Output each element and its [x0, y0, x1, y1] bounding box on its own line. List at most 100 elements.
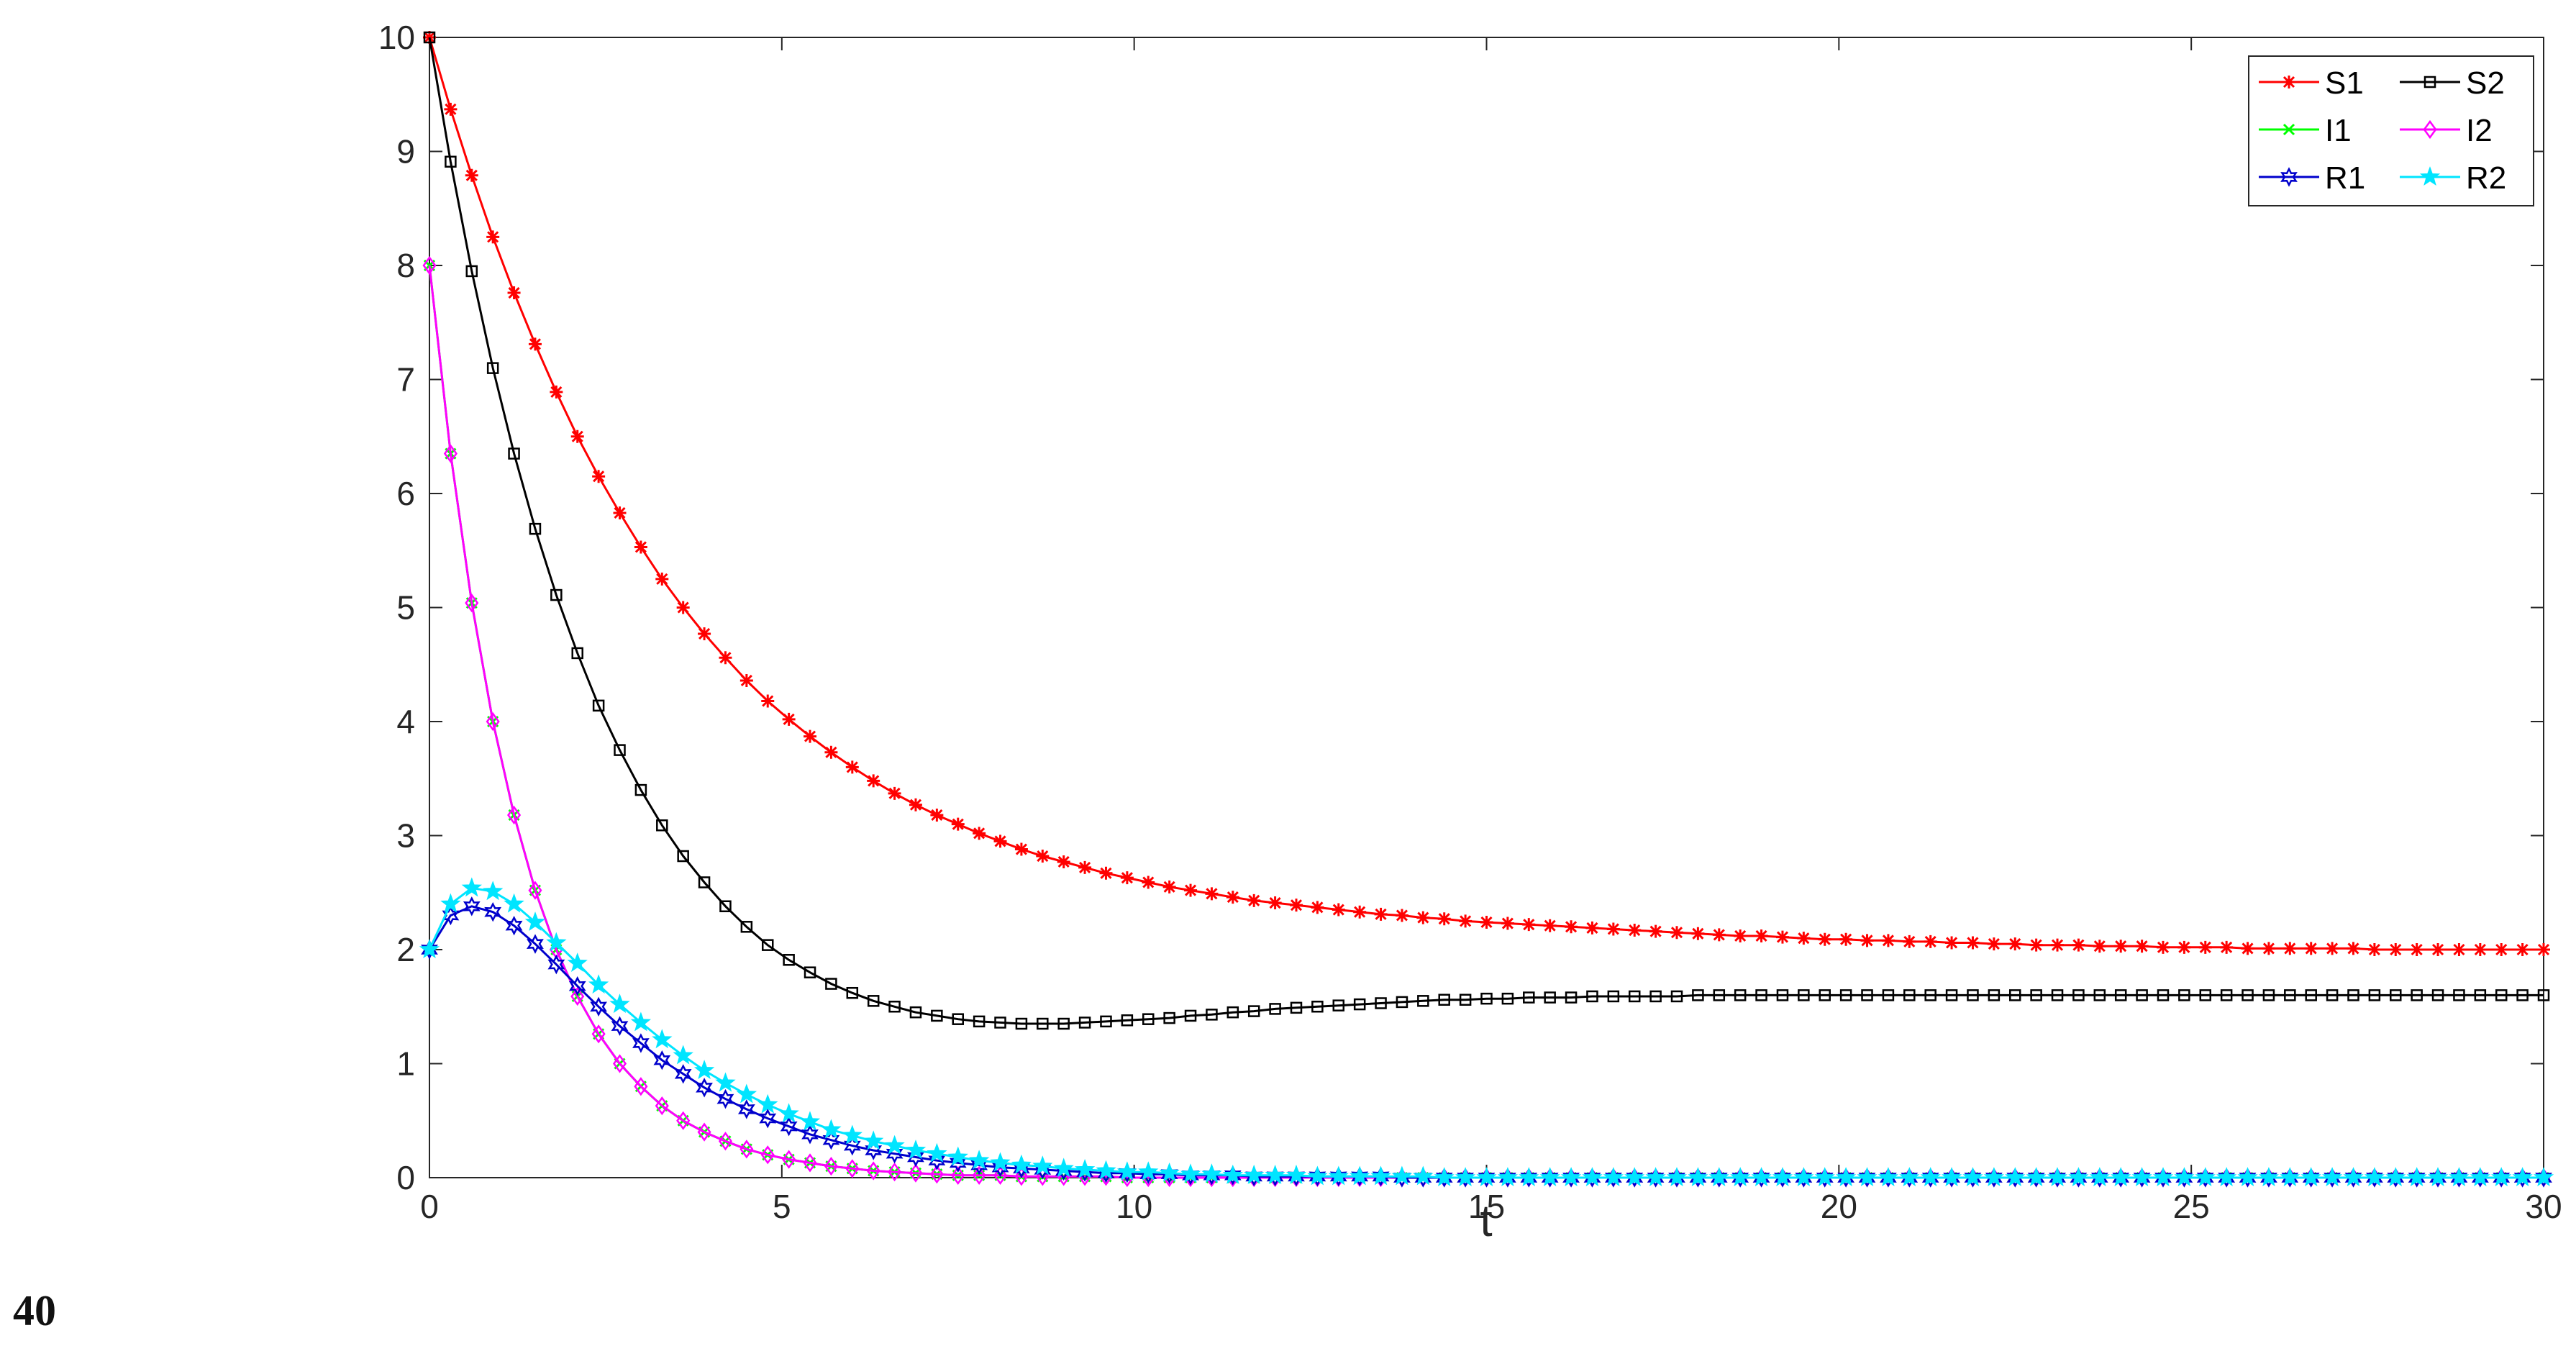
- data-point-s1: [2367, 943, 2381, 956]
- data-point-r1: [2112, 1168, 2130, 1188]
- data-point-r1: [674, 1064, 692, 1084]
- data-point-r2: [1666, 1167, 1688, 1187]
- data-point-r1: [1541, 1168, 1559, 1188]
- data-point-i2: [739, 1140, 754, 1159]
- y-tick-label: 6: [396, 475, 415, 512]
- data-point-s1: [1332, 903, 1345, 917]
- data-point-r1: [2154, 1168, 2172, 1188]
- data-point-r1: [2535, 1168, 2552, 1188]
- data-point-r2: [1476, 1167, 1497, 1187]
- data-point-r1: [568, 976, 586, 996]
- data-point-r2: [1138, 1161, 1159, 1181]
- legend-label-i1: I1: [2325, 113, 2352, 148]
- data-point-r1: [2302, 1168, 2320, 1188]
- data-point-i2: [465, 594, 479, 613]
- data-point-s2: [2157, 989, 2170, 1001]
- data-point-s2: [2347, 989, 2359, 1001]
- data-point-r2: [2533, 1167, 2554, 1187]
- data-point-r2: [2491, 1167, 2512, 1187]
- data-point-s2: [1861, 989, 1873, 1001]
- data-point-r2: [1328, 1165, 1349, 1186]
- data-point-i2: [443, 444, 458, 463]
- data-point-r2: [1962, 1167, 1983, 1187]
- data-point-r1: [1731, 1168, 1749, 1188]
- data-point-r2: [736, 1083, 757, 1104]
- data-point-s2: [719, 900, 732, 913]
- data-point-r2: [947, 1146, 968, 1166]
- data-point-s1: [1184, 883, 1198, 897]
- legend: S1 S2 I1 I2 R1 R2: [2248, 55, 2534, 206]
- data-point-r1: [1795, 1168, 1813, 1188]
- data-point-r2: [1708, 1167, 1729, 1187]
- data-point-s2: [1776, 989, 1789, 1001]
- data-point-r1: [611, 1016, 629, 1036]
- data-point-r2: [2216, 1167, 2237, 1187]
- data-point-s2: [846, 986, 859, 999]
- data-point-r1: [2260, 1168, 2277, 1188]
- data-point-s2: [1100, 1015, 1112, 1028]
- data-point-s2: [1396, 996, 1408, 1009]
- data-point-s1: [888, 786, 901, 800]
- data-point-s1: [486, 230, 500, 244]
- x-axis-label: t: [1480, 1196, 1492, 1246]
- data-point-s1: [1311, 901, 1324, 914]
- data-point-i2: [697, 1122, 711, 1142]
- data-point-s1: [951, 817, 965, 831]
- data-point-i2: [803, 1153, 817, 1173]
- data-point-s2: [592, 699, 605, 712]
- data-point-r2: [968, 1150, 990, 1170]
- data-point-r2: [2449, 1167, 2470, 1187]
- data-point-s1: [1945, 936, 1959, 950]
- data-point-r1: [865, 1140, 883, 1160]
- data-point-r2: [419, 939, 440, 959]
- data-point-r1: [2027, 1168, 2045, 1188]
- data-point-i2: [760, 1145, 775, 1165]
- data-point-r1: [1435, 1168, 1453, 1188]
- data-point-r2: [2385, 1167, 2406, 1187]
- data-point-s1: [1543, 919, 1557, 932]
- axis-ticks: 0 5 10 15 20 25 30 0 1 2 3 4 5 6 7 8 9 10: [378, 19, 2562, 1225]
- data-point-s1: [1014, 842, 1028, 856]
- data-point-r1: [2387, 1168, 2405, 1188]
- data-point-s1: [1057, 855, 1070, 868]
- data-point-s1: [1501, 917, 1514, 930]
- data-point-s1: [2198, 940, 2212, 954]
- data-point-s2: [1755, 989, 1767, 1001]
- data-point-r1: [759, 1108, 777, 1129]
- data-point-s1: [2156, 940, 2170, 954]
- data-point-r2: [461, 877, 482, 897]
- data-point-s1: [1226, 891, 1239, 904]
- data-point-r2: [2111, 1167, 2131, 1187]
- data-point-s2: [1480, 992, 1493, 1005]
- data-point-s2: [1565, 991, 1578, 1004]
- data-point-s2: [2368, 989, 2381, 1001]
- data-point-s1: [1353, 905, 1367, 919]
- data-point-s1: [550, 385, 563, 399]
- data-point-r1: [2218, 1168, 2236, 1188]
- data-point-r1: [2006, 1168, 2024, 1188]
- x-tick-label: 30: [2525, 1188, 2562, 1225]
- data-point-s2: [698, 876, 711, 888]
- data-point-r2: [2089, 1167, 2110, 1187]
- data-point-s1: [1670, 926, 1684, 940]
- data-point-s1: [465, 168, 478, 182]
- data-point-r1: [822, 1129, 840, 1150]
- data-point-r2: [1878, 1167, 1899, 1187]
- data-point-s1: [1606, 922, 1620, 936]
- data-point-r1: [1816, 1168, 1834, 1188]
- data-point-s2: [2326, 989, 2339, 1001]
- data-point-s1: [2093, 940, 2106, 953]
- data-point-s2: [1417, 995, 1429, 1007]
- data-point-r1: [421, 940, 438, 960]
- data-point-r1: [780, 1116, 798, 1137]
- legend-marker-s1: [2283, 76, 2295, 88]
- data-point-s2: [1903, 989, 1916, 1001]
- data-point-r1: [737, 1099, 755, 1119]
- data-point-i2: [612, 1054, 627, 1073]
- data-point-s2: [1692, 989, 1704, 1001]
- data-point-r2: [440, 893, 461, 913]
- data-point-r2: [1116, 1161, 1138, 1181]
- data-point-s1: [1691, 927, 1705, 940]
- data-point-r2: [652, 1029, 673, 1049]
- data-point-s1: [909, 798, 922, 811]
